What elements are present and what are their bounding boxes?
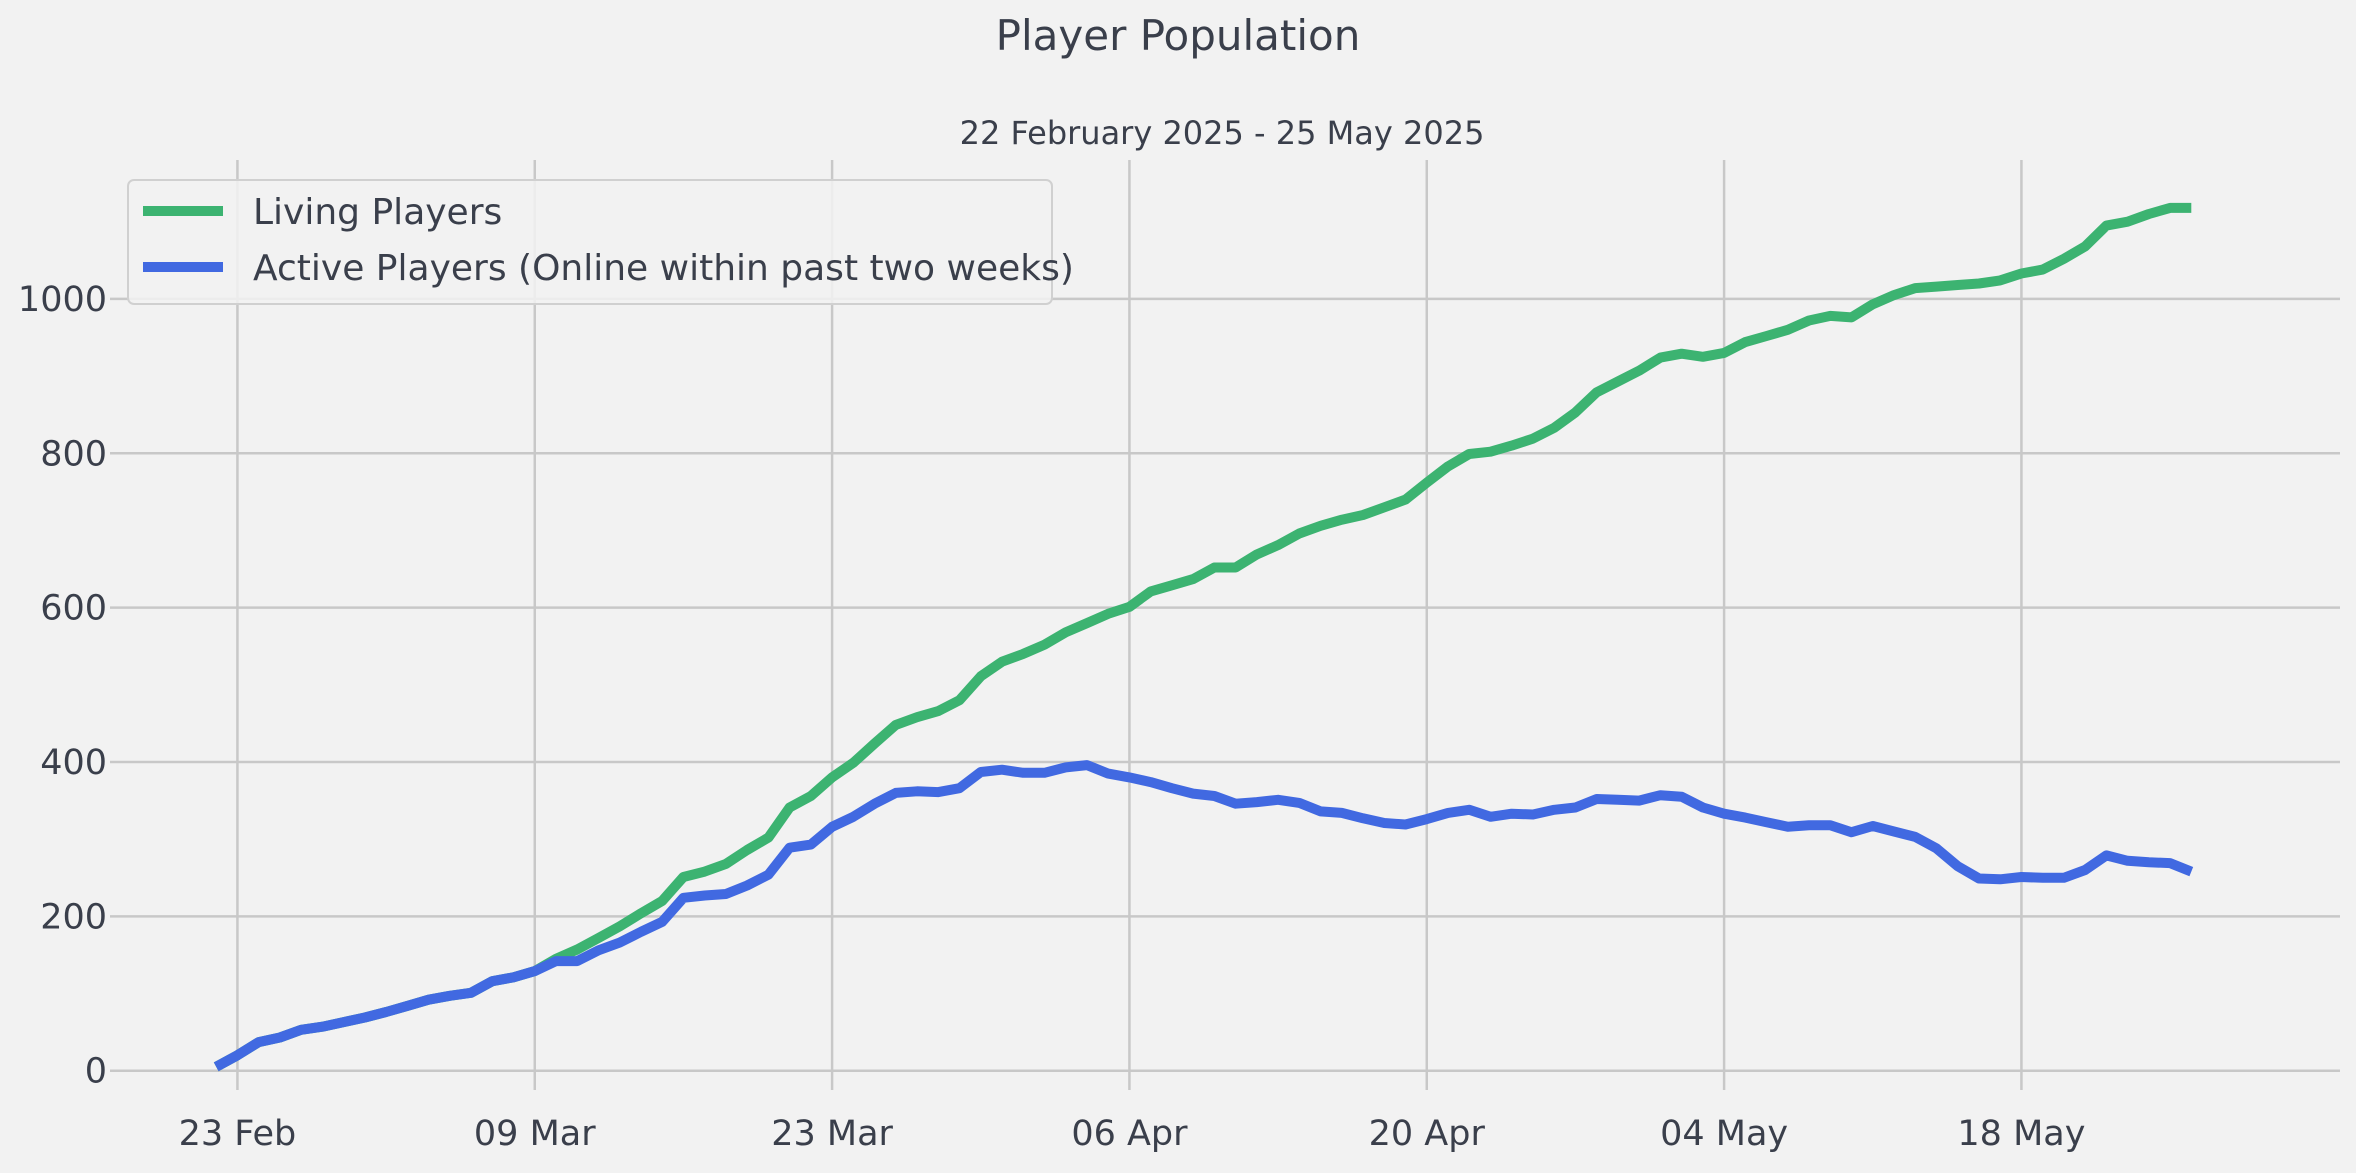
y-tick-label-1: 200 bbox=[40, 897, 107, 937]
y-tick-label-0: 0 bbox=[85, 1052, 107, 1092]
chart-title: Player Population bbox=[996, 11, 1361, 60]
series-layer bbox=[213, 202, 2194, 1072]
series-line-living-players bbox=[213, 202, 2192, 1072]
x-tick-label-3: 06 Apr bbox=[1071, 1114, 1188, 1154]
chart-subtitle: 22 February 2025 - 25 May 2025 bbox=[960, 114, 1485, 152]
y-tick-label-3: 600 bbox=[40, 589, 107, 629]
series-line-active-players bbox=[213, 760, 2194, 1072]
x-tick-label-0: 23 Feb bbox=[179, 1114, 297, 1154]
legend-label-living: Living Players bbox=[253, 192, 502, 233]
x-tick-label-2: 23 Mar bbox=[771, 1114, 893, 1154]
legend-box bbox=[127, 179, 1053, 305]
y-tick-label-4: 800 bbox=[40, 434, 107, 474]
y-gridlines bbox=[110, 297, 2340, 1072]
x-tick-labels: 23 Feb 09 Mar 23 Mar 06 Apr 20 Apr 04 May 18 M… bbox=[179, 1114, 2086, 1154]
x-tick-label-4: 20 Apr bbox=[1369, 1114, 1486, 1154]
legend: Living Players Active Players (Online wi… bbox=[127, 179, 1074, 305]
x-tick-label-1: 09 Mar bbox=[474, 1114, 596, 1154]
y-tick-label-2: 400 bbox=[40, 743, 107, 783]
y-tick-labels: 0 200 400 600 800 1000 bbox=[18, 280, 107, 1092]
x-gridlines bbox=[236, 160, 2023, 1090]
x-tick-label-5: 04 May bbox=[1660, 1114, 1788, 1154]
legend-label-active: Active Players (Online within past two w… bbox=[253, 248, 1074, 289]
y-tick-label-5: 1000 bbox=[18, 280, 107, 320]
x-tick-label-6: 18 May bbox=[1957, 1114, 2085, 1154]
